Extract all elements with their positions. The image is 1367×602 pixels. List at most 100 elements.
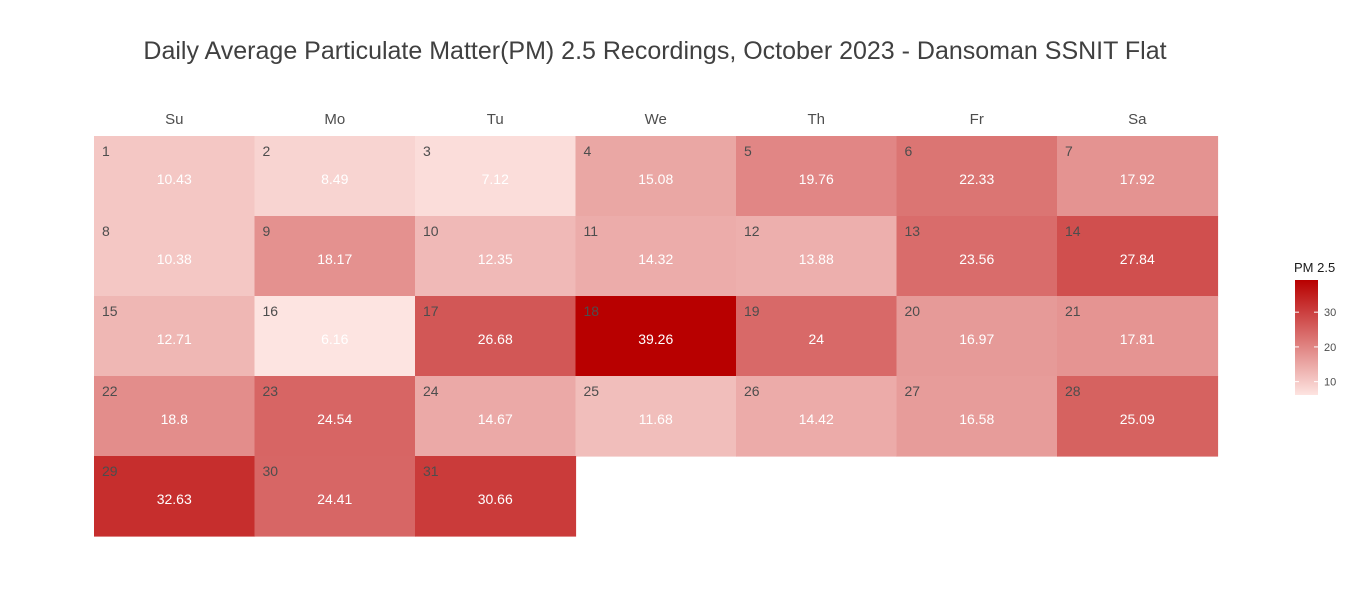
day-cell-fill bbox=[254, 216, 416, 297]
pm25-value-label: 22.33 bbox=[959, 171, 994, 187]
day-cell-fill bbox=[254, 376, 416, 457]
calendar-day-cell: 11 14.32 bbox=[575, 216, 737, 297]
day-cell-fill bbox=[1057, 136, 1219, 217]
day-number: 21 bbox=[1065, 303, 1081, 319]
pm25-value-label: 26.68 bbox=[478, 331, 513, 347]
legend-color-bar bbox=[1295, 280, 1318, 395]
day-cell-fill bbox=[415, 376, 577, 457]
day-number: 26 bbox=[744, 383, 760, 399]
pm25-value-label: 24.41 bbox=[317, 491, 352, 507]
day-number: 10 bbox=[423, 223, 439, 239]
day-cell-fill bbox=[896, 216, 1058, 297]
legend-tick-label: 20 bbox=[1324, 342, 1336, 354]
pm25-value-label: 24 bbox=[808, 331, 824, 347]
calendar-day-cell: 18 39.26 bbox=[575, 296, 737, 377]
pm25-value-label: 18.8 bbox=[161, 411, 188, 427]
day-number: 2 bbox=[263, 143, 271, 159]
weekday-label: Th bbox=[807, 111, 825, 128]
calendar-day-cell: 14 27.84 bbox=[1057, 216, 1219, 297]
calendar-day-cell: 30 24.41 bbox=[254, 456, 416, 537]
day-number: 20 bbox=[905, 303, 921, 319]
day-number: 4 bbox=[584, 143, 592, 159]
day-cell-fill bbox=[1057, 296, 1219, 377]
calendar-day-cell: 27 16.58 bbox=[896, 376, 1058, 457]
calendar-day-cell: 810.38 bbox=[94, 216, 256, 297]
day-cell-fill bbox=[575, 136, 737, 217]
calendar-cells: 110.4328.4937.12415.08519.76622.33717.92… bbox=[94, 136, 1219, 537]
pm25-value-label: 10.43 bbox=[157, 171, 192, 187]
pm25-value-label: 15.08 bbox=[638, 171, 673, 187]
day-number: 28 bbox=[1065, 383, 1081, 399]
weekday-label: Mo bbox=[324, 111, 345, 128]
calendar-day-cell: 37.12 bbox=[415, 136, 577, 217]
pm25-value-label: 14.67 bbox=[478, 411, 513, 427]
calendar-day-cell: 10 12.35 bbox=[415, 216, 577, 297]
day-cell-fill bbox=[1057, 376, 1219, 457]
calendar-day-cell: 28 25.09 bbox=[1057, 376, 1219, 457]
calendar-day-cell: 166.16 bbox=[254, 296, 416, 377]
day-cell-fill bbox=[94, 296, 256, 377]
day-number: 18 bbox=[584, 303, 600, 319]
day-number: 3 bbox=[423, 143, 431, 159]
pm25-value-label: 32.63 bbox=[157, 491, 192, 507]
day-number: 25 bbox=[584, 383, 600, 399]
day-number: 1 bbox=[102, 143, 110, 159]
pm25-value-label: 39.26 bbox=[638, 331, 673, 347]
day-cell-fill bbox=[736, 216, 898, 297]
calendar-day-cell: 26 14.42 bbox=[736, 376, 898, 457]
calendar-day-cell: 24 14.67 bbox=[415, 376, 577, 457]
day-number: 24 bbox=[423, 383, 439, 399]
calendar-day-cell: 23 24.54 bbox=[254, 376, 416, 457]
pm25-value-label: 27.84 bbox=[1120, 251, 1155, 267]
legend-tick-label: 30 bbox=[1324, 307, 1336, 319]
day-cell-fill bbox=[94, 216, 256, 297]
pm25-value-label: 6.16 bbox=[321, 331, 348, 347]
weekday-label: Fr bbox=[970, 111, 984, 128]
calendar-day-cell: 28.49 bbox=[254, 136, 416, 217]
pm25-value-label: 8.49 bbox=[321, 171, 348, 187]
pm25-value-label: 14.32 bbox=[638, 251, 673, 267]
pm25-value-label: 24.54 bbox=[317, 411, 352, 427]
pm25-value-label: 18.17 bbox=[317, 251, 352, 267]
day-number: 8 bbox=[102, 223, 110, 239]
calendar-day-cell: 22 18.8 bbox=[94, 376, 256, 457]
day-number: 19 bbox=[744, 303, 760, 319]
weekday-header-row: Su Mo Tu We Th Fr Sa bbox=[165, 111, 1147, 128]
pm25-value-label: 25.09 bbox=[1120, 411, 1155, 427]
calendar-day-cell: 20 16.97 bbox=[896, 296, 1058, 377]
day-cell-fill bbox=[736, 376, 898, 457]
day-cell-fill bbox=[736, 136, 898, 217]
day-cell-fill bbox=[896, 296, 1058, 377]
day-cell-fill bbox=[94, 376, 256, 457]
calendar-day-cell: 13 23.56 bbox=[896, 216, 1058, 297]
day-number: 6 bbox=[905, 143, 913, 159]
pm25-value-label: 14.42 bbox=[799, 411, 834, 427]
day-cell-fill bbox=[575, 376, 737, 457]
day-number: 13 bbox=[905, 223, 921, 239]
pm25-value-label: 16.97 bbox=[959, 331, 994, 347]
day-cell-fill bbox=[415, 296, 577, 377]
pm25-value-label: 23.56 bbox=[959, 251, 994, 267]
day-number: 16 bbox=[263, 303, 279, 319]
weekday-label: We bbox=[645, 111, 667, 128]
calendar-day-cell: 15 12.71 bbox=[94, 296, 256, 377]
calendar-day-cell: 31 30.66 bbox=[415, 456, 577, 537]
day-number: 31 bbox=[423, 463, 439, 479]
pm25-value-label: 7.12 bbox=[482, 171, 509, 187]
day-number: 23 bbox=[263, 383, 279, 399]
day-cell-fill bbox=[94, 456, 256, 537]
day-cell-fill bbox=[254, 456, 416, 537]
calendar-day-cell: 29 32.63 bbox=[94, 456, 256, 537]
calendar-day-cell: 918.17 bbox=[254, 216, 416, 297]
pm25-value-label: 19.76 bbox=[799, 171, 834, 187]
calendar-day-cell: 519.76 bbox=[736, 136, 898, 217]
chart-title: Daily Average Particulate Matter(PM) 2.5… bbox=[143, 37, 1166, 65]
pm25-value-label: 17.81 bbox=[1120, 331, 1155, 347]
legend-title: PM 2.5 bbox=[1294, 260, 1335, 275]
legend-tick-label: 10 bbox=[1324, 377, 1336, 389]
day-number: 12 bbox=[744, 223, 760, 239]
pm25-value-label: 13.88 bbox=[799, 251, 834, 267]
calendar-day-cell: 717.92 bbox=[1057, 136, 1219, 217]
